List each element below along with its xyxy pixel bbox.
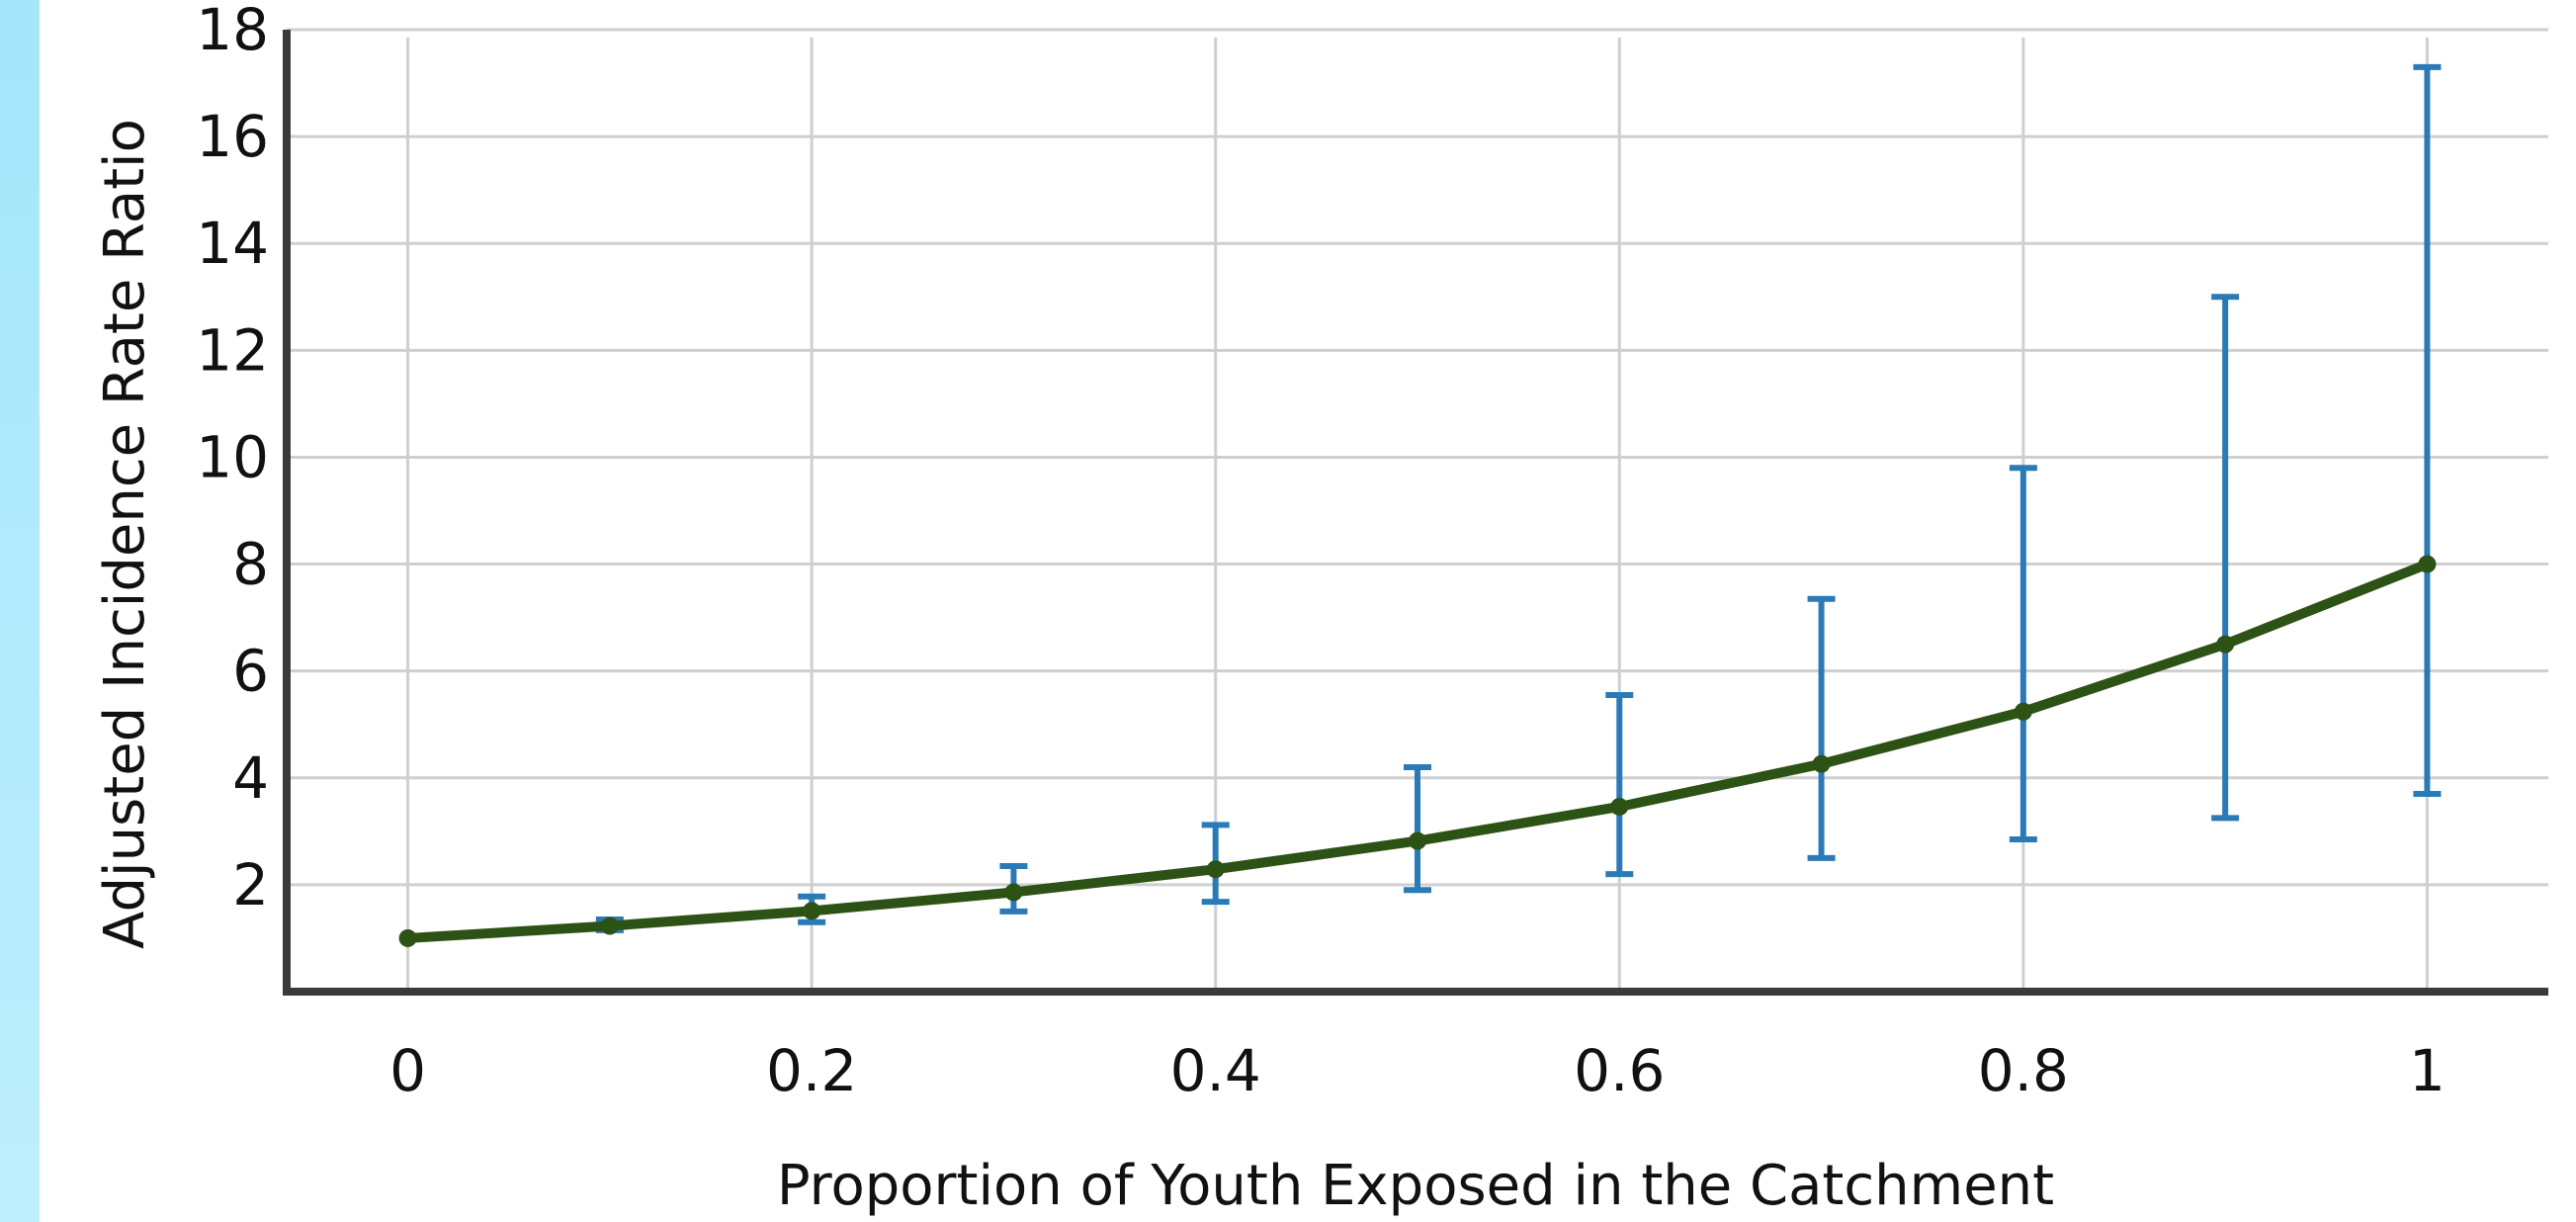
x-tick-label: 1 <box>2409 1037 2446 1104</box>
error-bar <box>2009 465 2037 842</box>
error-bar <box>1605 691 1634 878</box>
y-tick-label: 8 <box>232 531 269 598</box>
data-point <box>1610 797 1629 816</box>
error-bar <box>1404 763 1431 894</box>
x-tick-label: 0.6 <box>1574 1037 1665 1104</box>
x-tick-label: 0.8 <box>1978 1037 2069 1104</box>
x-axis-title: Proportion of Youth Exposed in the Catch… <box>777 1154 2054 1218</box>
y-tick-label: 14 <box>196 210 269 277</box>
y-tick-label: 10 <box>196 423 269 490</box>
y-tick-label: 6 <box>232 638 269 705</box>
data-point <box>1004 883 1023 902</box>
data-point <box>1812 754 1831 773</box>
error-bar <box>2413 63 2442 797</box>
error-bar <box>1807 595 1836 861</box>
data-point <box>1206 860 1225 879</box>
side-color-strip <box>0 0 40 1222</box>
y-axis-title: Adjusted Incidence Rate Ratio <box>93 119 157 949</box>
error-bars <box>595 63 2442 933</box>
x-tick-label: 0.2 <box>766 1037 857 1104</box>
y-tick-label: 12 <box>196 316 269 384</box>
data-point <box>1409 831 1426 850</box>
x-tick-label: 0.4 <box>1170 1037 1261 1104</box>
data-point <box>2014 702 2032 721</box>
data-point <box>2418 555 2437 573</box>
data-point <box>600 916 619 935</box>
y-tick-label: 4 <box>232 744 269 812</box>
y-tick-label: 18 <box>196 0 269 63</box>
y-tick-label: 2 <box>232 851 269 918</box>
data-point <box>398 928 417 947</box>
y-tick-label: 16 <box>196 103 269 170</box>
data-points <box>398 555 2437 947</box>
x-tick-label: 0 <box>389 1037 426 1104</box>
error-bar <box>2211 294 2240 822</box>
axes <box>283 30 2548 996</box>
data-point <box>803 902 821 920</box>
data-point <box>2216 635 2235 654</box>
